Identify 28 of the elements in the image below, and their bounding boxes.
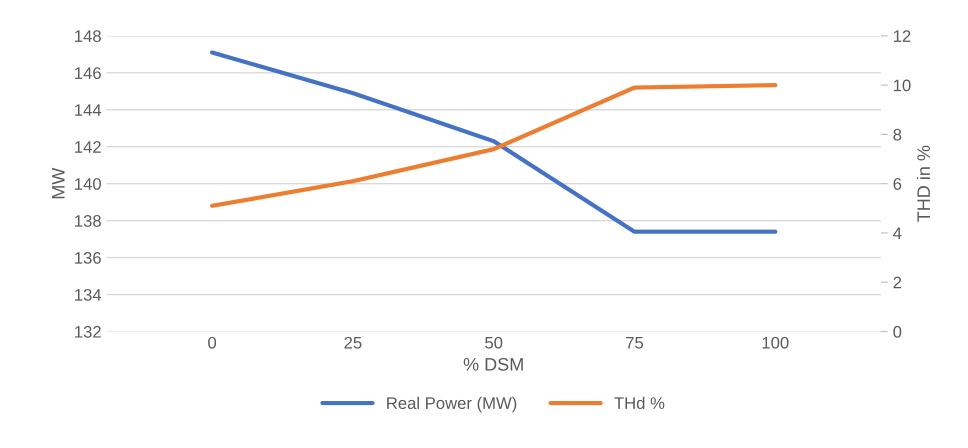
- y-tick-label: 138: [75, 215, 101, 227]
- x-tick-label: 100: [762, 336, 789, 349]
- y-tick-label: 134: [75, 288, 102, 301]
- y2-tick-label: 4: [893, 228, 902, 239]
- y2-tick-label: 2: [894, 276, 902, 288]
- y2-tick-label: 0: [893, 326, 902, 338]
- y2-tick-label: 8: [893, 128, 902, 141]
- x-tick-label: 50: [485, 336, 502, 349]
- y-tick-label: 142: [75, 141, 101, 153]
- legend-label: THd %: [614, 396, 664, 410]
- x-tick-label: 0: [208, 336, 216, 349]
- y-tick-label: 140: [75, 178, 101, 190]
- y-tick-label: 144: [75, 104, 102, 116]
- line-series: [210, 83, 778, 208]
- y2-tick-label: 10: [894, 80, 911, 92]
- y-tick-label: 132: [75, 326, 101, 338]
- legend-label: Real Power (MW): [387, 396, 516, 412]
- y2-tick-label: 6: [894, 178, 902, 190]
- y-tick-label: 146: [75, 67, 101, 80]
- x-axis-title: % DSM: [464, 358, 523, 371]
- x-tick-label: 25: [344, 336, 362, 349]
- y-tick-label: 148: [75, 30, 101, 42]
- y2-tick-label: 12: [894, 30, 910, 42]
- line-series: [210, 50, 778, 234]
- y-tick-label: 136: [75, 252, 101, 264]
- y2-axis-title: THD in %: [916, 146, 930, 222]
- y-axis-title: MW: [52, 168, 65, 198]
- x-tick-label: 75: [626, 336, 644, 349]
